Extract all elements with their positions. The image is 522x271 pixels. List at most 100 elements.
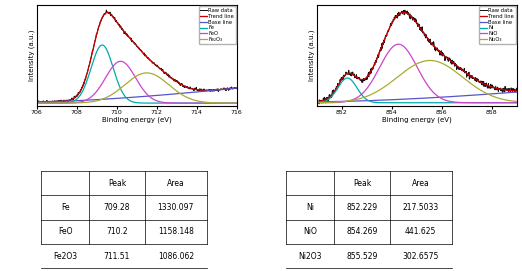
Ni₂O₃ — [514, 100, 520, 103]
Text: 302.6575: 302.6575 — [402, 252, 439, 261]
Fe₂O₃ — [69, 101, 75, 105]
Raw data — [103, 8, 110, 12]
Text: 855.529: 855.529 — [346, 252, 377, 261]
Legend: Raw data, Trend line, Base line, Ni, NiO, Ni₂O₃: Raw data, Trend line, Base line, Ni, NiO… — [479, 7, 516, 44]
NiO — [432, 92, 438, 96]
NiO — [465, 101, 471, 104]
FeO — [33, 101, 40, 105]
Base line — [432, 96, 438, 99]
NiO — [314, 101, 320, 104]
Text: 709.28: 709.28 — [104, 203, 130, 212]
FeO — [69, 101, 75, 105]
Trend line — [405, 12, 411, 15]
Line: Raw data: Raw data — [317, 10, 517, 104]
Fe — [124, 97, 130, 101]
Trend line — [85, 68, 91, 72]
Ni₂O₃ — [314, 101, 320, 104]
Text: Peak: Peak — [108, 179, 126, 188]
Raw data — [314, 98, 320, 101]
Trend line — [69, 98, 75, 101]
Ni — [432, 101, 438, 104]
Raw data — [125, 34, 131, 37]
X-axis label: Binding energy (eV): Binding energy (eV) — [382, 117, 452, 123]
Fe₂O₃ — [184, 96, 191, 99]
Raw data — [405, 13, 411, 16]
Trend line — [233, 86, 240, 90]
Fe — [233, 101, 240, 105]
NiO — [349, 98, 355, 102]
Ni — [349, 80, 355, 83]
Ni₂O₃ — [427, 59, 433, 62]
Line: Ni₂O₃: Ni₂O₃ — [317, 60, 517, 103]
Ni₂O₃ — [365, 94, 371, 98]
Fe — [168, 101, 174, 105]
Base line — [184, 91, 191, 95]
Fe₂O₃ — [168, 85, 174, 88]
Fe — [184, 101, 191, 105]
NiO — [395, 43, 401, 46]
Ni — [365, 99, 372, 102]
Fe₂O₃ — [85, 101, 91, 104]
Trend line — [314, 100, 320, 103]
Line: Ni: Ni — [317, 78, 517, 103]
Raw data — [365, 71, 372, 74]
Text: FeO: FeO — [58, 227, 73, 236]
Base line — [233, 86, 240, 90]
Trend line — [400, 11, 407, 14]
Ni₂O₃ — [465, 79, 471, 83]
Text: 854.269: 854.269 — [346, 227, 377, 236]
Text: 710.2: 710.2 — [106, 227, 128, 236]
Text: 441.625: 441.625 — [405, 227, 436, 236]
Raw data — [316, 102, 322, 105]
Line: Trend line: Trend line — [317, 12, 517, 102]
Fe — [33, 101, 40, 105]
Text: Ni: Ni — [306, 203, 314, 212]
Raw data — [233, 86, 240, 89]
Base line — [514, 91, 520, 94]
Text: NiO: NiO — [303, 227, 317, 236]
Raw data — [185, 85, 191, 89]
Trend line — [514, 89, 520, 92]
Ni — [405, 101, 411, 104]
Raw data — [402, 8, 408, 12]
Trend line — [349, 72, 355, 76]
X-axis label: Binding energy (eV): Binding energy (eV) — [102, 117, 171, 123]
Text: Fe2O3: Fe2O3 — [53, 252, 77, 261]
Fe₂O₃ — [144, 71, 150, 75]
Raw data — [33, 100, 40, 103]
Text: 1330.097: 1330.097 — [158, 203, 194, 212]
Text: Ni2O3: Ni2O3 — [299, 252, 322, 261]
Base line — [124, 96, 130, 99]
Ni₂O₃ — [447, 67, 454, 70]
Trend line — [33, 100, 40, 104]
Raw data — [85, 68, 91, 71]
FeO — [184, 101, 191, 105]
Text: Area: Area — [412, 179, 430, 188]
Ni — [345, 76, 351, 80]
Raw data — [152, 64, 158, 67]
Ni₂O₃ — [432, 59, 438, 63]
Line: Base line: Base line — [37, 88, 236, 102]
Trend line — [184, 86, 191, 89]
Text: 852.229: 852.229 — [346, 203, 377, 212]
Base line — [69, 99, 75, 102]
Fe — [69, 100, 75, 103]
Trend line — [432, 45, 438, 49]
Trend line — [447, 59, 454, 63]
Trend line — [104, 11, 111, 14]
FeO — [124, 64, 130, 67]
Ni₂O₃ — [349, 99, 355, 102]
Ni — [314, 101, 320, 104]
Raw data — [69, 97, 75, 101]
Line: Raw data: Raw data — [37, 10, 236, 103]
Text: 1086.062: 1086.062 — [158, 252, 194, 261]
Y-axis label: Intensity (a.u.): Intensity (a.u.) — [29, 30, 35, 82]
Base line — [33, 100, 40, 104]
Text: Area: Area — [167, 179, 185, 188]
Ni — [447, 101, 454, 104]
NiO — [514, 101, 520, 104]
FeO — [233, 101, 240, 105]
Trend line — [465, 72, 471, 76]
Ni₂O₃ — [404, 68, 410, 71]
Base line — [365, 99, 371, 102]
